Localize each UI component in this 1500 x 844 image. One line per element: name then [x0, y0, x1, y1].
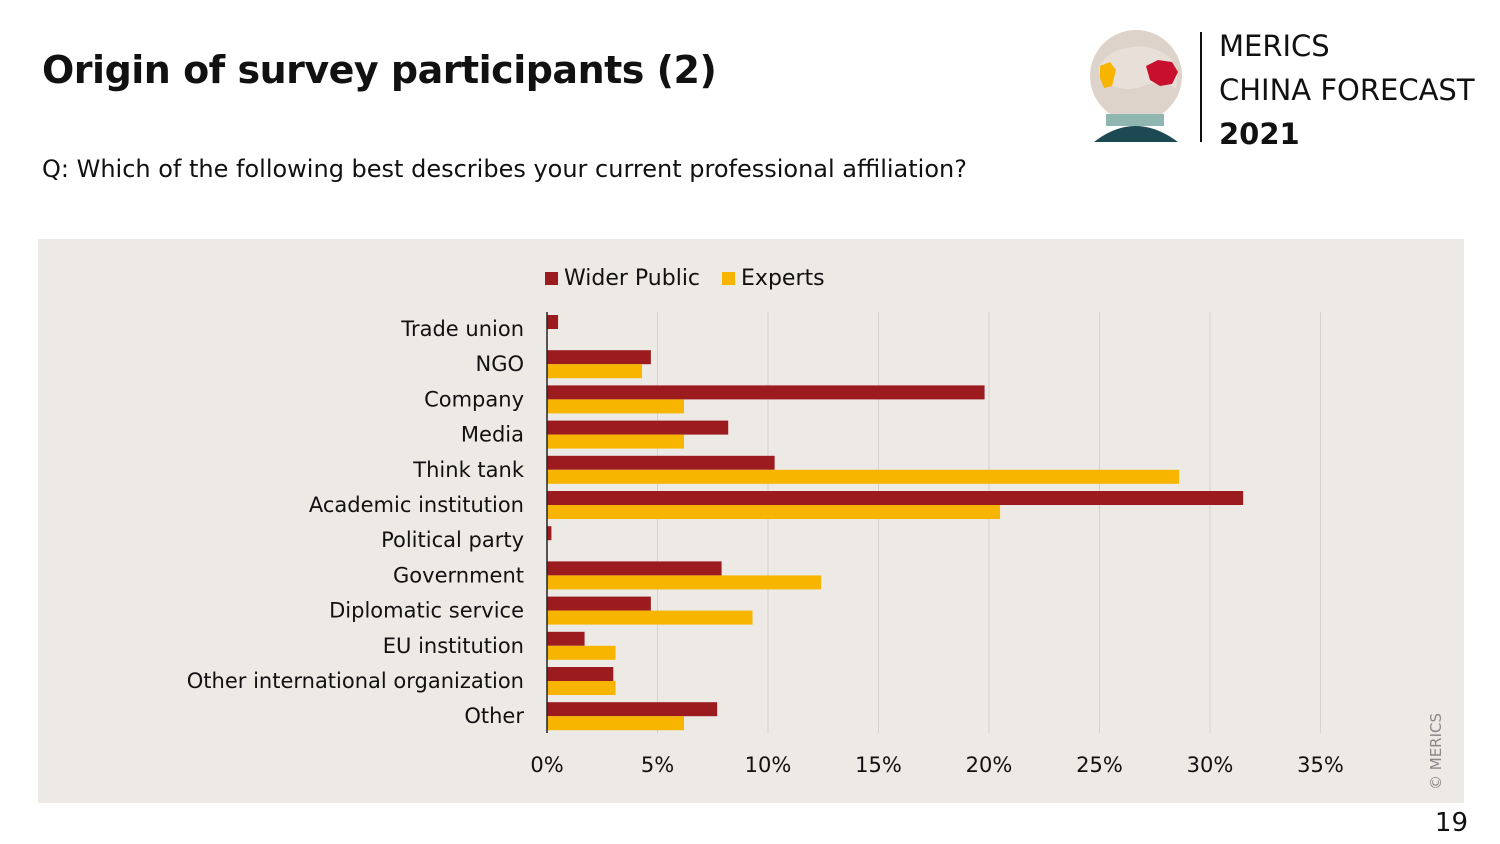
- x-tick-label: 10%: [745, 753, 792, 777]
- bar-wider-public: [547, 631, 585, 646]
- category-label: NGO: [475, 352, 524, 376]
- bar-experts: [547, 645, 616, 660]
- legend-swatch-wider-public: [545, 272, 558, 285]
- bar-wider-public: [547, 420, 729, 435]
- bar-wider-public: [547, 561, 722, 576]
- category-label: Media: [461, 423, 524, 447]
- category-label: Academic institution: [309, 493, 524, 517]
- copyright-note: © MERICS: [1427, 712, 1445, 790]
- bar-experts: [547, 469, 1180, 484]
- brand-subtitle: CHINA FORECAST: [1219, 73, 1475, 107]
- category-label: Other: [464, 704, 524, 728]
- bar-wider-public: [547, 350, 651, 365]
- globe-logo-icon: [1088, 28, 1188, 144]
- page-number: 19: [1434, 808, 1468, 838]
- category-label: Think tank: [412, 458, 525, 482]
- chart-legend: Wider Public Experts: [545, 266, 847, 291]
- category-label: Trade union: [400, 317, 524, 341]
- bar-experts: [547, 681, 616, 695]
- bar-wider-public: [547, 702, 718, 717]
- bar-experts: [547, 575, 822, 590]
- legend-item-wider-public: Wider Public: [545, 266, 700, 291]
- bar-wider-public: [547, 315, 559, 329]
- legend-label-experts: Experts: [741, 266, 825, 291]
- brand-block: MERICS CHINA FORECAST 2021: [1219, 24, 1475, 156]
- x-tick-label: 35%: [1297, 753, 1344, 777]
- survey-question: Q: Which of the following best describes…: [42, 155, 967, 183]
- bar-wider-public: [547, 596, 651, 611]
- brand-year: 2021: [1219, 117, 1300, 151]
- legend-item-experts: Experts: [722, 266, 825, 291]
- bar-experts: [547, 399, 685, 414]
- category-label: Company: [424, 387, 524, 411]
- category-label: EU institution: [383, 634, 524, 658]
- bar-wider-public: [547, 455, 775, 470]
- bar-wider-public: [547, 385, 985, 400]
- chart-panel: [38, 239, 1464, 803]
- legend-label-wider-public: Wider Public: [564, 266, 701, 291]
- bar-wider-public: [547, 667, 614, 681]
- category-label: Diplomatic service: [329, 599, 524, 623]
- x-tick-label: 30%: [1187, 753, 1234, 777]
- bar-experts: [547, 716, 685, 731]
- bar-wider-public: [547, 491, 1244, 505]
- bar-experts: [547, 364, 643, 379]
- category-label: Other international organization: [187, 669, 524, 693]
- category-label: Government: [393, 563, 524, 587]
- x-tick-label: 15%: [855, 753, 902, 777]
- bar-experts: [547, 610, 753, 625]
- bar-experts: [547, 434, 685, 449]
- x-tick-label: 20%: [966, 753, 1013, 777]
- x-tick-label: 25%: [1076, 753, 1123, 777]
- brand-divider: [1200, 32, 1202, 142]
- slide-title: Origin of survey participants (2): [42, 48, 717, 92]
- category-label: Political party: [381, 528, 524, 552]
- x-tick-label: 5%: [641, 753, 674, 777]
- legend-swatch-experts: [722, 272, 736, 285]
- bar-experts: [547, 505, 1001, 519]
- x-tick-label: 0%: [530, 753, 563, 777]
- brand-name: MERICS: [1219, 29, 1330, 63]
- bar-wider-public: [547, 526, 552, 541]
